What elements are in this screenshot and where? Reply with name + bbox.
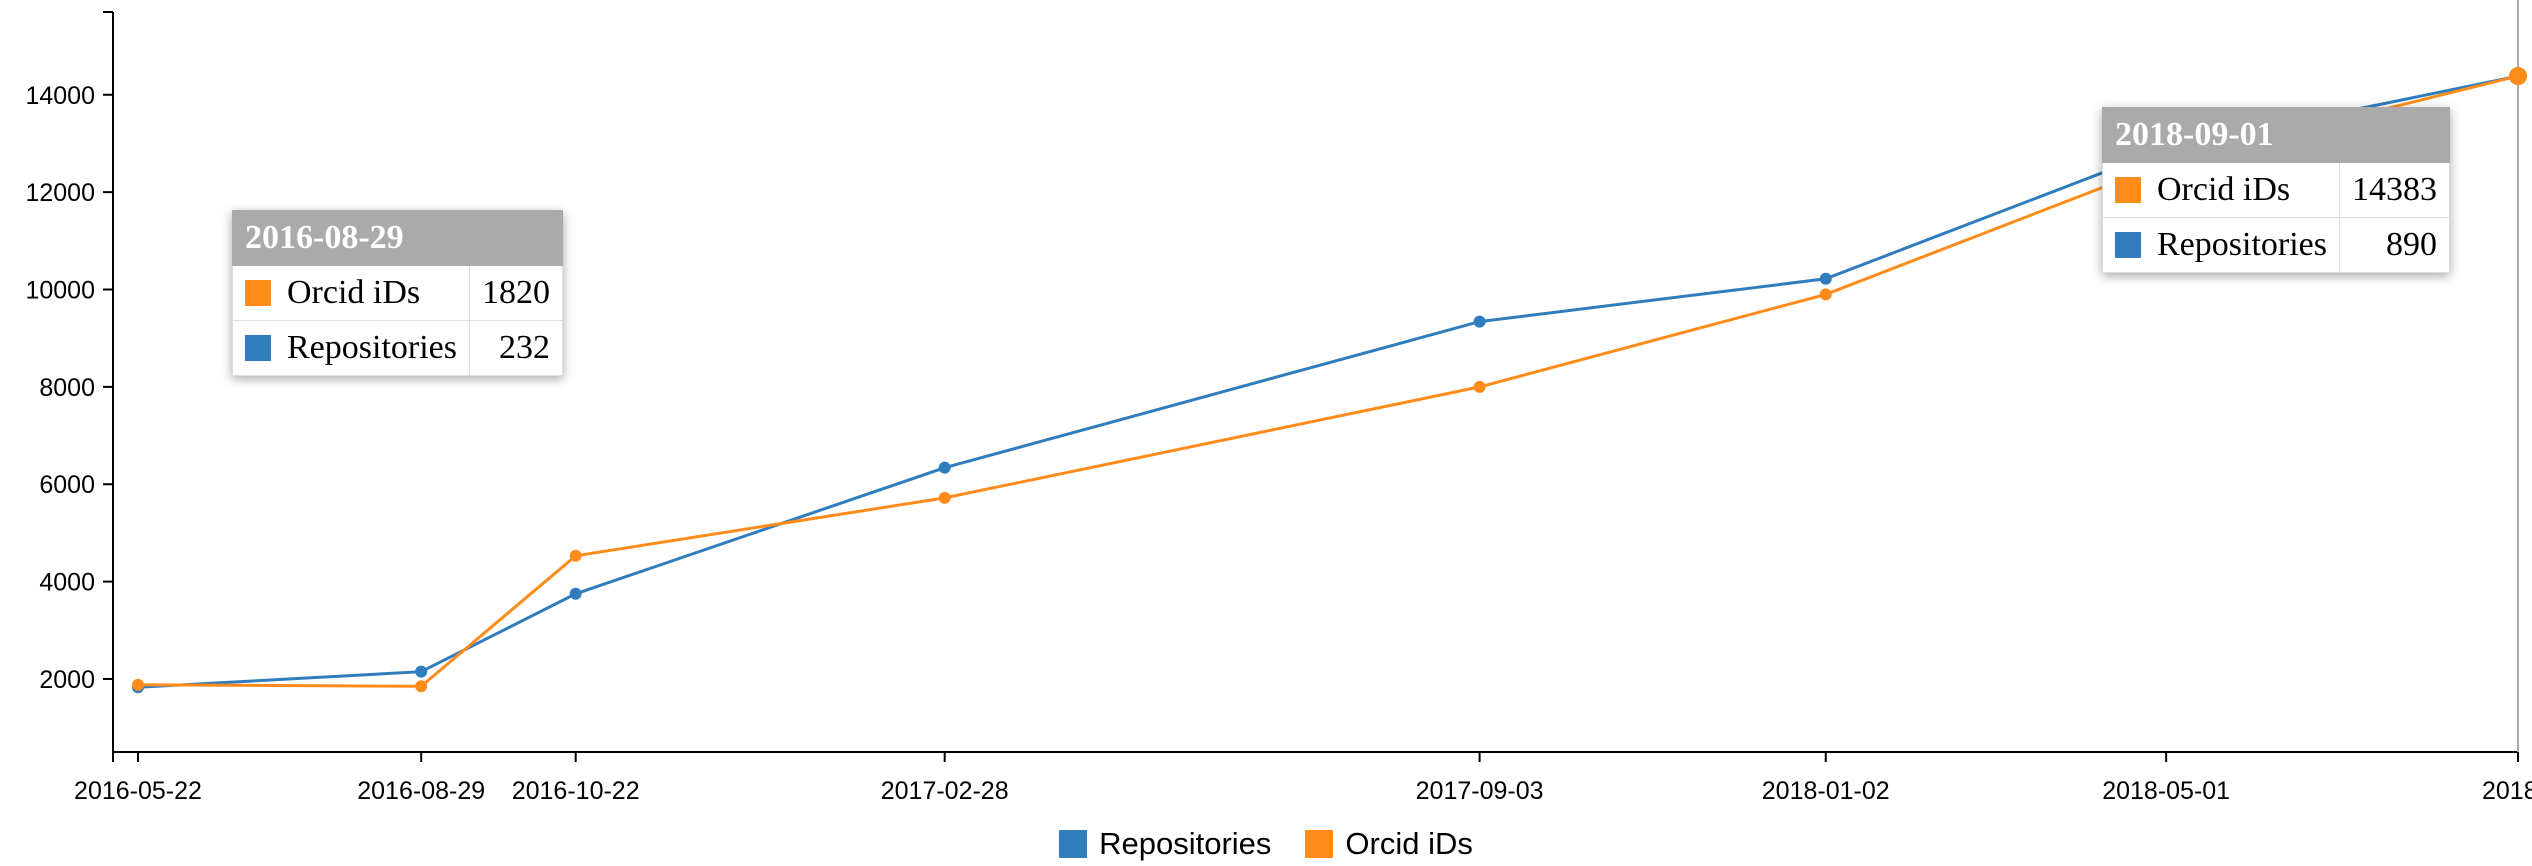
y-tick-label: 14000 [25,82,95,110]
tooltip-2016-08-29: 2016-08-29 Orcid iDs 1820 Repositories 2… [232,210,563,376]
orcid-swatch [2115,177,2141,203]
tooltip-row-label: Repositories [2157,226,2327,263]
tooltip-row-label: Orcid iDs [287,274,421,311]
y-tick-label: 10000 [25,277,95,305]
data-point[interactable] [2509,67,2527,86]
data-point[interactable] [415,665,428,678]
x-tick-label: 2018-01-02 [1762,777,1890,805]
data-point[interactable] [569,587,582,600]
data-point[interactable] [132,678,144,691]
legend-label: Orcid iDs [1345,826,1473,861]
y-tick-label: 12000 [25,179,95,207]
y-tick-label: 2000 [39,666,95,694]
tooltip-row-repositories: Repositories 890 [2102,217,2450,273]
legend-item-orcid[interactable]: Orcid iDs [1305,826,1473,862]
data-point[interactable] [938,461,951,474]
x-tick-label: 2016-05-22 [74,777,202,805]
x-axis: 2016-05-22 2016-08-29 2016-10-22 2017-02-28… [74,751,2532,805]
data-point[interactable] [1819,272,1832,285]
orcid-swatch [245,280,271,306]
x-tick-label: 2018-05-01 [2102,777,2230,805]
x-tick-label: 2017-09-03 [1416,777,1544,805]
data-point[interactable] [415,680,428,693]
y-tick-label: 4000 [39,569,95,597]
tooltip-date: 2018-09-01 [2102,107,2450,163]
data-point[interactable] [569,549,582,562]
tooltip-row-value: 232 [468,320,563,376]
legend-label: Repositories [1099,826,1272,861]
y-tick-label: 6000 [39,471,95,499]
data-point[interactable] [1819,288,1832,301]
tooltip-row-label: Repositories [287,329,457,366]
legend-item-repositories[interactable]: Repositories [1059,826,1271,862]
tooltip-row-label: Orcid iDs [2157,171,2291,208]
repositories-legend-swatch [1059,830,1088,858]
x-tick-label: 2018-0 [2482,777,2532,805]
tooltip-row-orcid: Orcid iDs 14383 [2102,162,2450,218]
orcid-legend-swatch [1305,830,1334,858]
y-tick-label: 8000 [39,374,95,402]
tooltip-row-value: 1820 [468,265,563,321]
repositories-swatch [2115,232,2141,258]
tooltip-date: 2016-08-29 [232,210,563,266]
data-point[interactable] [1473,315,1486,328]
y-axis: 2000 4000 6000 8000 10000 12000 14000 [25,11,114,752]
x-tick-label: 2016-10-22 [512,777,640,805]
chart-legend: Repositories Orcid iDs [0,826,2532,862]
tooltip-row-orcid: Orcid iDs 1820 [232,265,563,321]
data-point[interactable] [1473,380,1486,393]
tooltip-row-repositories: Repositories 232 [232,320,563,376]
repositories-swatch [245,335,271,361]
x-tick-label: 2016-08-29 [357,777,485,805]
tooltip-row-value: 14383 [2338,162,2450,218]
data-point[interactable] [938,491,951,504]
x-tick-label: 2017-02-28 [881,777,1009,805]
tooltip-2018-09-01: 2018-09-01 Orcid iDs 14383 Repositories … [2102,107,2450,273]
tooltip-row-value: 890 [2338,217,2450,273]
